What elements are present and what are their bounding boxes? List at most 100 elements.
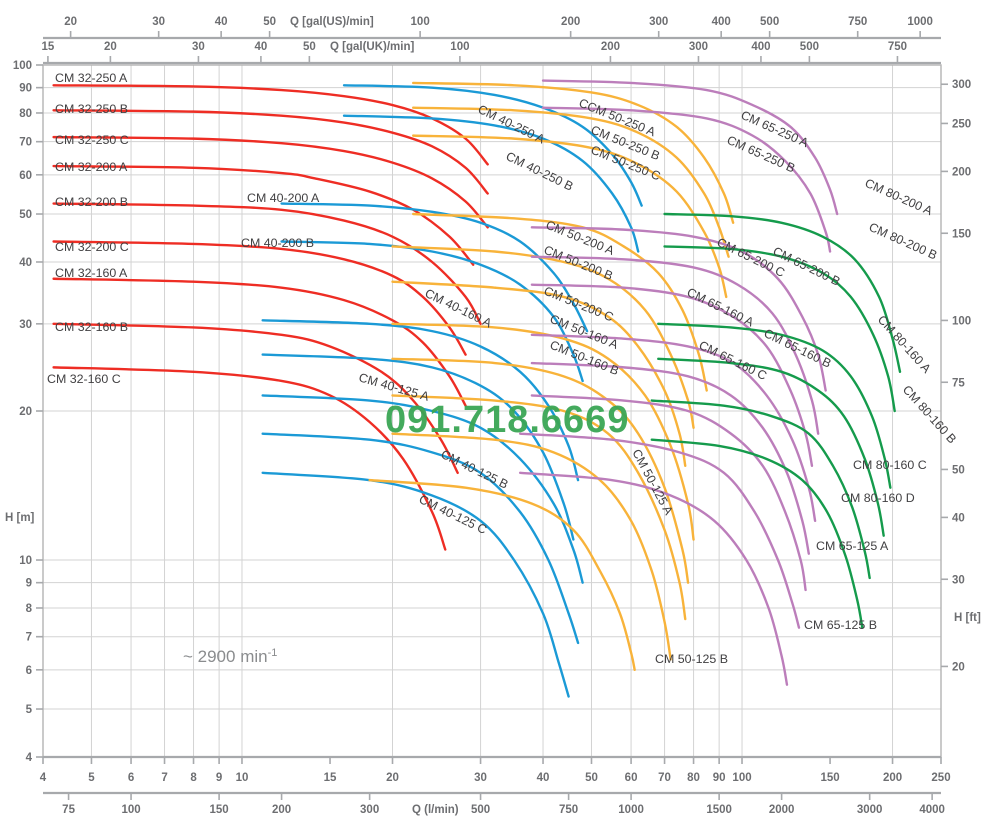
pump-curve <box>391 280 687 467</box>
bottom-lmin-tick-label: 200 <box>272 804 291 816</box>
left-axis-title: H [m] <box>5 512 35 524</box>
top-us-tick-label: 200 <box>561 16 580 28</box>
curve-label: CM 80-160 C <box>853 458 927 472</box>
curve-label: CM 50-125 B <box>655 652 728 666</box>
pump-curve <box>52 84 489 166</box>
pump-curve <box>530 394 807 592</box>
bottom-lmin-tick-label: 1500 <box>706 804 732 816</box>
right-axis-tick-label: 150 <box>952 228 971 240</box>
curve-label: CM 32-250 C <box>55 133 129 147</box>
pump-curve <box>518 432 801 629</box>
left-axis-tick-label: 7 <box>26 632 32 644</box>
curve-label: CM 32-200 B <box>55 195 128 209</box>
pump-curve <box>391 432 672 661</box>
bottom-lmin-tick-label: 2000 <box>769 804 795 816</box>
top-us-tick-label: 300 <box>649 16 668 28</box>
curve-label: CM 80-160 D <box>841 491 915 505</box>
bottom-lmin-tick-label: 75 <box>62 804 75 816</box>
bottom-lmin-axis-title: Q (l/min) <box>412 804 459 816</box>
pump-curve <box>530 255 820 435</box>
top-uk-tick-label: 40 <box>255 41 268 53</box>
pump-curve <box>412 106 730 258</box>
pump-curve <box>541 106 832 253</box>
curve-label: CM 65-125 B <box>804 618 877 632</box>
curve-label: CM 32-200 C <box>55 240 129 254</box>
pump-curve <box>52 202 482 326</box>
bottom-m3h-tick-label: 200 <box>883 772 902 784</box>
bottom-m3h-tick-label: 150 <box>820 772 839 784</box>
top-uk-tick-label: 200 <box>601 41 620 53</box>
bottom-m3h-tick-label: 60 <box>625 772 638 784</box>
bottom-m3h-tick-label: 40 <box>537 772 550 784</box>
curve-label: CM 65-125 A <box>816 539 889 553</box>
left-axis-tick-label: 100 <box>13 60 32 72</box>
pump-curve <box>657 357 885 537</box>
pump-curve <box>52 135 489 229</box>
pump-curve <box>650 399 871 580</box>
pump-curve <box>657 322 892 489</box>
bottom-m3h-tick-label: 30 <box>474 772 487 784</box>
top-us-tick-label: 100 <box>411 16 430 28</box>
bottom-m3h-tick-label: 15 <box>324 772 337 784</box>
pump-curve <box>412 134 728 299</box>
left-axis-tick-label: 20 <box>19 406 32 418</box>
top-uk-tick-label: 50 <box>303 41 316 53</box>
bottom-m3h-tick-label: 70 <box>658 772 671 784</box>
left-axis-tick-label: 50 <box>19 209 32 221</box>
curve-label: CM 32-250 A <box>55 71 128 85</box>
bottom-m3h-tick-label: 100 <box>732 772 751 784</box>
pump-curve <box>530 226 827 392</box>
curve-label: CM 32-160 B <box>55 320 128 334</box>
pump-curve <box>650 438 864 629</box>
top-us-tick-label: 750 <box>848 16 867 28</box>
pump-curve <box>280 240 584 383</box>
bottom-m3h-tick-label: 20 <box>386 772 399 784</box>
left-axis-tick-label: 9 <box>26 578 32 590</box>
speed-annotation: ~ 2900 min-1 <box>183 647 277 666</box>
bottom-lmin-tick-label: 1000 <box>618 804 644 816</box>
pump-curve <box>261 319 580 482</box>
bottom-m3h-tick-label: 5 <box>88 772 95 784</box>
bottom-m3h-tick-label: 4 <box>40 772 47 784</box>
top-us-tick-label: 50 <box>263 16 276 28</box>
bottom-m3h-tick-label: 8 <box>190 772 197 784</box>
bottom-lmin-tick-label: 300 <box>360 804 379 816</box>
pump-curve <box>663 245 896 413</box>
right-axis-tick-label: 50 <box>952 464 965 476</box>
left-axis-tick-label: 5 <box>26 704 33 716</box>
bottom-lmin-tick-label: 100 <box>121 804 140 816</box>
pump-curve <box>52 277 467 407</box>
bottom-m3h-tick-label: 90 <box>713 772 726 784</box>
pump-curve <box>342 114 640 253</box>
top-uk-tick-label: 30 <box>192 41 205 53</box>
top-us-axis-title: Q [gal(US)/min] <box>290 16 374 28</box>
pump-curve <box>52 164 475 266</box>
left-axis-tick-label: 8 <box>26 603 33 615</box>
left-axis-tick-label: 70 <box>19 137 32 149</box>
top-uk-tick-label: 750 <box>888 41 907 53</box>
curve-label: CM 32-250 B <box>55 102 128 116</box>
top-us-tick-label: 40 <box>215 16 228 28</box>
top-uk-tick-label: 100 <box>450 41 469 53</box>
pump-curve <box>663 212 902 373</box>
pump-curve <box>52 240 467 356</box>
curve-lines <box>52 79 902 698</box>
pump-curve <box>412 81 735 224</box>
right-axis-title: H [ft] <box>954 612 981 624</box>
right-axis-tick-label: 300 <box>952 79 971 91</box>
left-axis-tick-label: 10 <box>19 555 32 567</box>
top-uk-tick-label: 400 <box>751 41 770 53</box>
pump-curve <box>261 432 580 645</box>
pump-curve <box>52 109 489 195</box>
bottom-m3h-tick-label: 10 <box>236 772 249 784</box>
bottom-m3h-tick-label: 7 <box>161 772 167 784</box>
bottom-lmin-tick-label: 4000 <box>919 804 945 816</box>
left-axis-tick-label: 4 <box>26 752 33 764</box>
right-axis-tick-label: 100 <box>952 315 971 327</box>
pump-curve <box>52 322 459 475</box>
pump-curve <box>530 283 814 467</box>
top-uk-axis-title: Q [gal(UK)/min] <box>330 41 414 53</box>
